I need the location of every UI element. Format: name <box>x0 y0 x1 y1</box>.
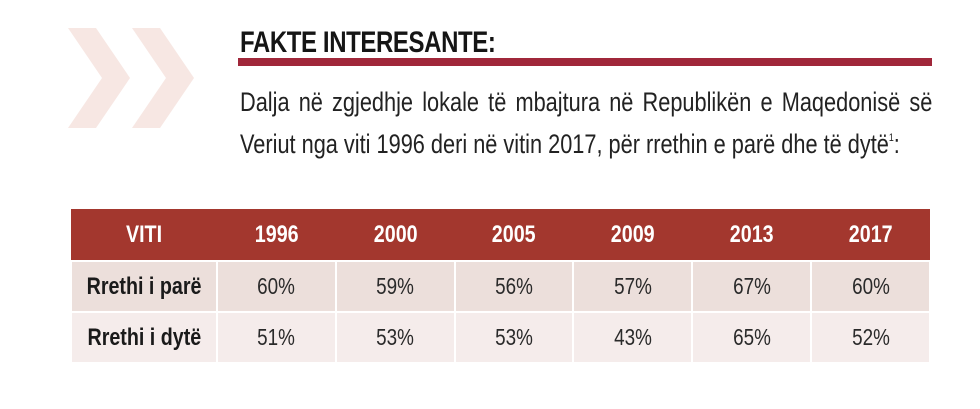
title-underline-divider <box>238 58 932 66</box>
intro-text: Dalja në zgjedhje lokale të mbajtura në … <box>240 87 933 159</box>
table-cell: 52% <box>810 311 931 364</box>
row-label: Rrethi i parë <box>70 260 218 313</box>
table-cell: 59% <box>334 260 456 313</box>
table-header-row: VITI 1996 2000 2005 2009 2013 2017 <box>71 209 930 261</box>
table-cell: 53% <box>334 311 456 364</box>
double-chevron-right-icon <box>68 28 194 128</box>
table-row-second-round: Rrethi i dytë 51% 53% 53% 43% 65% 52% <box>70 311 931 364</box>
intro-paragraph: Dalja në zgjedhje lokale të mbajtura në … <box>240 84 932 162</box>
section-title: FAKTE INTERESANTE: <box>240 26 496 59</box>
table-cell: 53% <box>453 311 575 364</box>
column-header-2013: 2013 <box>692 209 812 261</box>
column-header-2009: 2009 <box>573 209 693 261</box>
table-cell: 67% <box>691 260 813 313</box>
turnout-table: VITI 1996 2000 2005 2009 2013 2017 Rreth… <box>70 209 931 364</box>
column-header-2017: 2017 <box>811 209 930 261</box>
column-header-2005: 2005 <box>454 209 574 261</box>
footnote-marker[interactable]: 1 <box>888 132 894 144</box>
table-cell: 43% <box>572 311 694 364</box>
table-cell: 51% <box>216 311 337 364</box>
table-cell: 56% <box>453 260 575 313</box>
table-row-first-round: Rrethi i parë 60% 59% 56% 57% 67% 60% <box>70 260 931 313</box>
column-header-2000: 2000 <box>335 209 455 261</box>
column-header-viti: VITI <box>71 209 217 261</box>
table-cell: 57% <box>572 260 694 313</box>
table-cell: 60% <box>810 260 931 313</box>
column-header-1996: 1996 <box>217 209 336 261</box>
table-cell: 60% <box>216 260 337 313</box>
row-label: Rrethi i dytë <box>70 311 218 364</box>
table-cell: 65% <box>691 311 813 364</box>
intro-suffix: : <box>893 129 900 159</box>
